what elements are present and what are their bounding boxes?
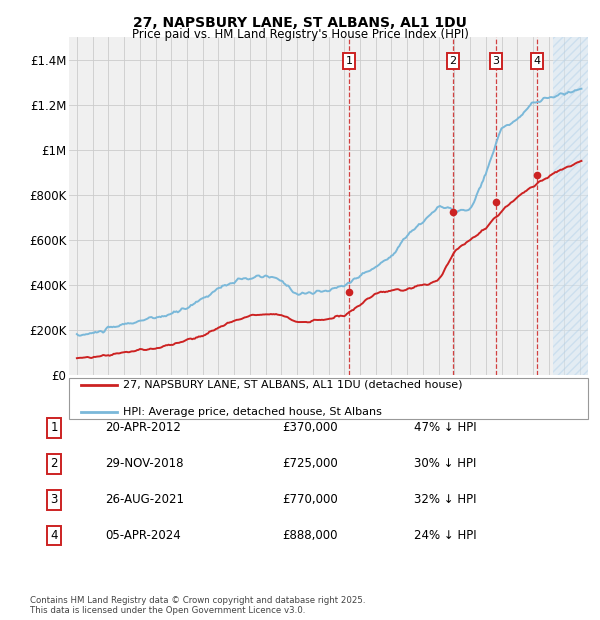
Text: £370,000: £370,000	[282, 422, 338, 434]
Text: £770,000: £770,000	[282, 494, 338, 506]
Text: HPI: Average price, detached house, St Albans: HPI: Average price, detached house, St A…	[123, 407, 382, 417]
Text: Price paid vs. HM Land Registry's House Price Index (HPI): Price paid vs. HM Land Registry's House …	[131, 28, 469, 41]
Text: 2: 2	[50, 458, 58, 470]
Text: Contains HM Land Registry data © Crown copyright and database right 2025.
This d: Contains HM Land Registry data © Crown c…	[30, 596, 365, 615]
Text: 47% ↓ HPI: 47% ↓ HPI	[414, 422, 476, 434]
Text: 26-AUG-2021: 26-AUG-2021	[105, 494, 184, 506]
Text: 32% ↓ HPI: 32% ↓ HPI	[414, 494, 476, 506]
Text: 1: 1	[346, 56, 352, 66]
Text: 27, NAPSBURY LANE, ST ALBANS, AL1 1DU: 27, NAPSBURY LANE, ST ALBANS, AL1 1DU	[133, 16, 467, 30]
Text: 27, NAPSBURY LANE, ST ALBANS, AL1 1DU (detached house): 27, NAPSBURY LANE, ST ALBANS, AL1 1DU (d…	[123, 379, 463, 390]
Text: £725,000: £725,000	[282, 458, 338, 470]
Text: 20-APR-2012: 20-APR-2012	[105, 422, 181, 434]
Text: 29-NOV-2018: 29-NOV-2018	[105, 458, 184, 470]
Text: 3: 3	[50, 494, 58, 506]
Text: £888,000: £888,000	[282, 529, 337, 542]
Text: 24% ↓ HPI: 24% ↓ HPI	[414, 529, 476, 542]
Text: 4: 4	[50, 529, 58, 542]
Text: 3: 3	[493, 56, 499, 66]
Bar	[553, 37, 588, 375]
Bar	[553, 37, 588, 375]
Text: 4: 4	[533, 56, 541, 66]
Text: 1: 1	[50, 422, 58, 434]
Text: 05-APR-2024: 05-APR-2024	[105, 529, 181, 542]
Text: 30% ↓ HPI: 30% ↓ HPI	[414, 458, 476, 470]
Text: 2: 2	[449, 56, 457, 66]
